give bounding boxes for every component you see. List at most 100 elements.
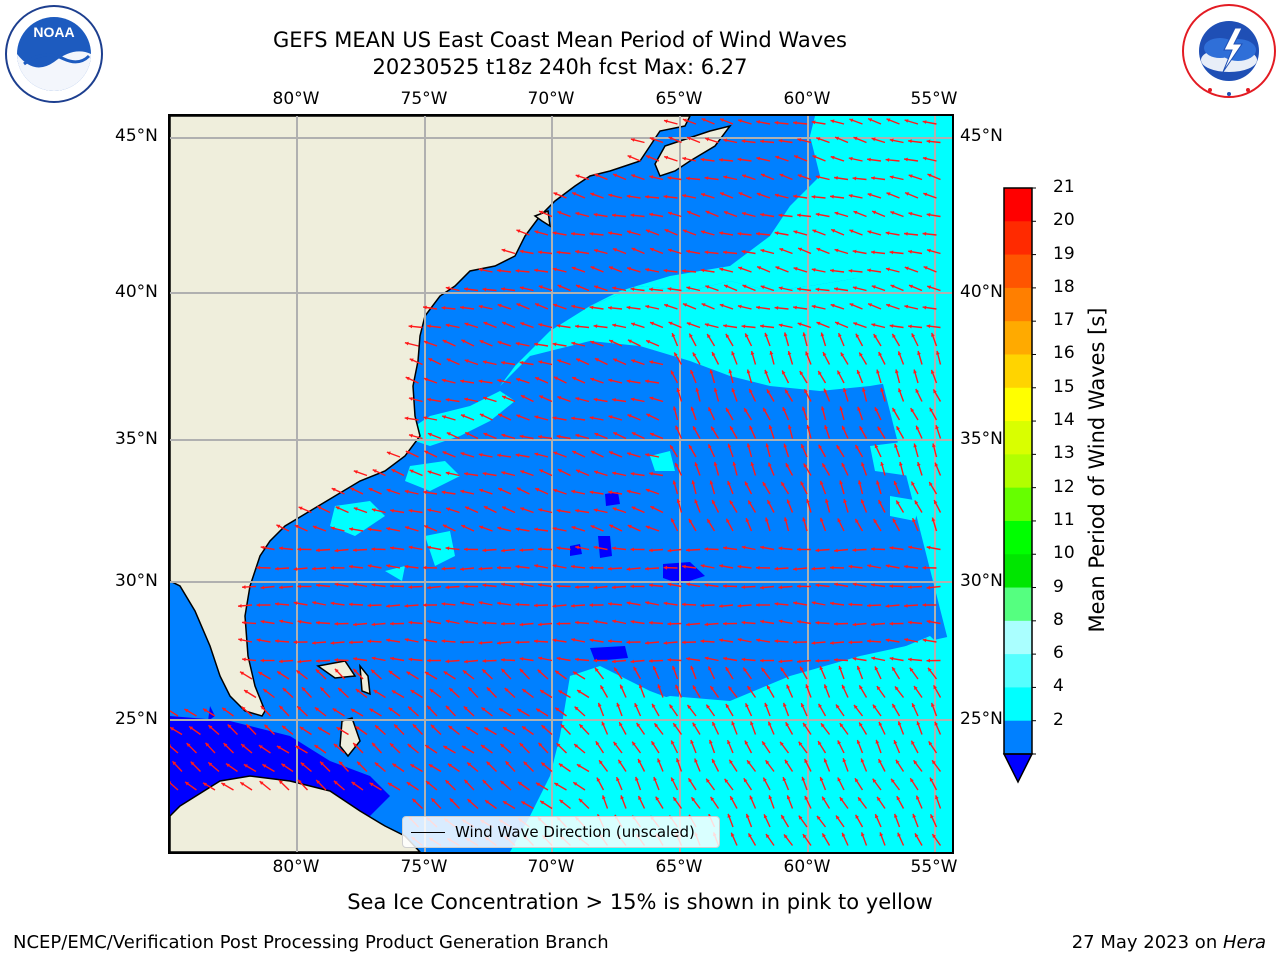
wind-wave-arrow-head: [774, 639, 779, 644]
wind-wave-arrow-head: [727, 443, 732, 448]
wind-wave-arrow-head: [572, 450, 577, 455]
wind-wave-arrow-head: [823, 388, 828, 393]
wind-wave-arrow-head: [441, 566, 446, 571]
wind-wave-arrow-head: [861, 462, 865, 467]
wind-wave-arrow-head: [515, 269, 520, 273]
wind-wave-arrow-head: [780, 741, 784, 746]
wind-wave-arrow-head: [852, 582, 857, 587]
wind-wave-arrow-head: [848, 194, 853, 198]
wind-wave-arrow-head: [750, 351, 755, 355]
wind-wave-arrow-head: [908, 545, 913, 550]
wind-wave-arrow-head: [645, 229, 650, 234]
wind-wave-arrow-head: [203, 708, 207, 713]
wind-wave-arrow-head: [633, 666, 638, 671]
wind-wave-arrow-head: [593, 545, 598, 550]
wind-wave-arrow-head: [556, 508, 561, 513]
wind-wave-arrow-head: [558, 690, 563, 694]
wind-wave-arrow-head: [367, 527, 372, 532]
wind-wave-arrow-head: [672, 480, 677, 485]
wind-wave-arrow-head: [793, 640, 797, 645]
wind-wave-arrow-head: [885, 564, 890, 568]
wind-wave-arrow-head: [485, 800, 490, 804]
wind-wave-arrow-head: [649, 548, 653, 553]
wind-wave-arrow-head: [725, 667, 730, 671]
wind-wave-arrow-head: [404, 604, 409, 608]
wind-wave-arrow-head: [632, 741, 636, 746]
wind-wave-arrow-head: [334, 621, 339, 626]
wind-wave-arrow-head: [276, 524, 281, 529]
wind-wave-arrow-head: [904, 266, 909, 271]
wind-wave-arrow-head: [741, 657, 746, 662]
wind-wave-arrow-head: [908, 139, 912, 144]
wind-wave-arrow-head: [760, 658, 764, 663]
wind-wave-arrow-head: [767, 500, 771, 505]
wind-wave-arrow-head: [780, 667, 785, 672]
wind-wave-arrow-head: [482, 659, 487, 663]
wind-wave-arrow-head: [333, 743, 338, 748]
wind-wave-arrow-head: [460, 640, 464, 645]
wind-wave-arrow-head: [478, 601, 483, 605]
wind-wave-arrow-head: [723, 546, 727, 550]
wind-wave-arrow-head: [830, 641, 834, 645]
wind-wave-arrow-head: [830, 565, 834, 570]
wind-wave-arrow-head: [369, 708, 374, 713]
wind-wave-direction-arrows: [170, 117, 942, 847]
wind-wave-arrow-head: [657, 684, 662, 689]
wind-wave-arrow-head: [686, 322, 691, 326]
wind-wave-arrow-head: [312, 641, 316, 645]
wind-wave-arrow-head: [852, 249, 857, 254]
wind-wave-arrow-head: [673, 797, 677, 802]
wind-wave-arrow-head: [556, 250, 561, 255]
wind-wave-arrow-head: [763, 777, 767, 782]
wind-wave-arrow-head: [350, 709, 355, 713]
wind-wave-arrow-head: [922, 120, 927, 124]
wind-wave-arrow-head: [522, 689, 527, 693]
wind-wave-arrow-head: [609, 339, 614, 344]
wind-wave-arrow-head: [465, 432, 470, 436]
colorbar-tick-label: 21: [1053, 177, 1075, 197]
wind-wave-arrow-head: [575, 324, 579, 329]
wind-wave-arrow-head: [170, 744, 172, 747]
wind-wave-arrow-head: [630, 138, 635, 142]
wind-wave-arrow-head: [922, 638, 927, 643]
wind-wave-arrow-head: [223, 743, 228, 747]
wind-wave-arrow-head: [867, 268, 871, 273]
wind-wave-arrow-head: [259, 781, 264, 785]
wind-wave-arrow-head: [282, 725, 286, 730]
wind-wave-arrow-head: [369, 782, 374, 787]
wind-wave-arrow-head: [423, 340, 428, 345]
wind-wave-arrow-head: [481, 745, 485, 749]
wind-wave-arrow-head: [314, 745, 319, 749]
wind-wave-arrow-head: [334, 582, 339, 587]
wind-wave-arrow-head: [812, 229, 817, 233]
wind-wave-arrow-head: [704, 622, 709, 627]
wind-wave-arrow-head: [933, 389, 937, 394]
wind-wave-arrow-head: [713, 388, 718, 392]
wind-wave-arrow-head: [534, 452, 539, 457]
wind-wave-arrow-head: [631, 247, 636, 252]
wind-wave-arrow-head: [408, 706, 412, 711]
wind-wave-arrow-head: [553, 303, 558, 308]
wind-wave-arrow-head: [282, 688, 287, 692]
wind-wave-arrow-head: [238, 604, 242, 608]
wind-wave-arrow-head: [558, 763, 563, 768]
wind-wave-arrow-head: [556, 743, 561, 747]
wind-wave-arrow-head: [746, 443, 751, 448]
wind-wave-arrow-head: [371, 622, 376, 627]
wind-wave-arrow-head: [534, 268, 538, 273]
wind-wave-arrow-head: [556, 546, 561, 550]
lon-label-top-75w: 75°W: [400, 89, 448, 109]
map-panel: [168, 114, 954, 854]
wind-wave-arrow-head: [831, 229, 836, 233]
wind-wave-arrow-head: [830, 303, 835, 308]
wind-wave-arrow-head: [293, 601, 298, 605]
wind-wave-arrow-head: [596, 777, 601, 782]
wind-wave-arrow-head: [387, 783, 392, 787]
wind-wave-arrow-head: [578, 798, 583, 803]
wind-wave-arrow-head: [386, 527, 391, 531]
wind-wave-arrow-head: [774, 231, 779, 236]
wind-wave-arrow-head: [692, 352, 697, 357]
wind-wave-arrow-head: [757, 266, 762, 270]
wind-wave-arrow-head: [889, 584, 894, 589]
wind-wave-arrow-head: [700, 268, 705, 273]
